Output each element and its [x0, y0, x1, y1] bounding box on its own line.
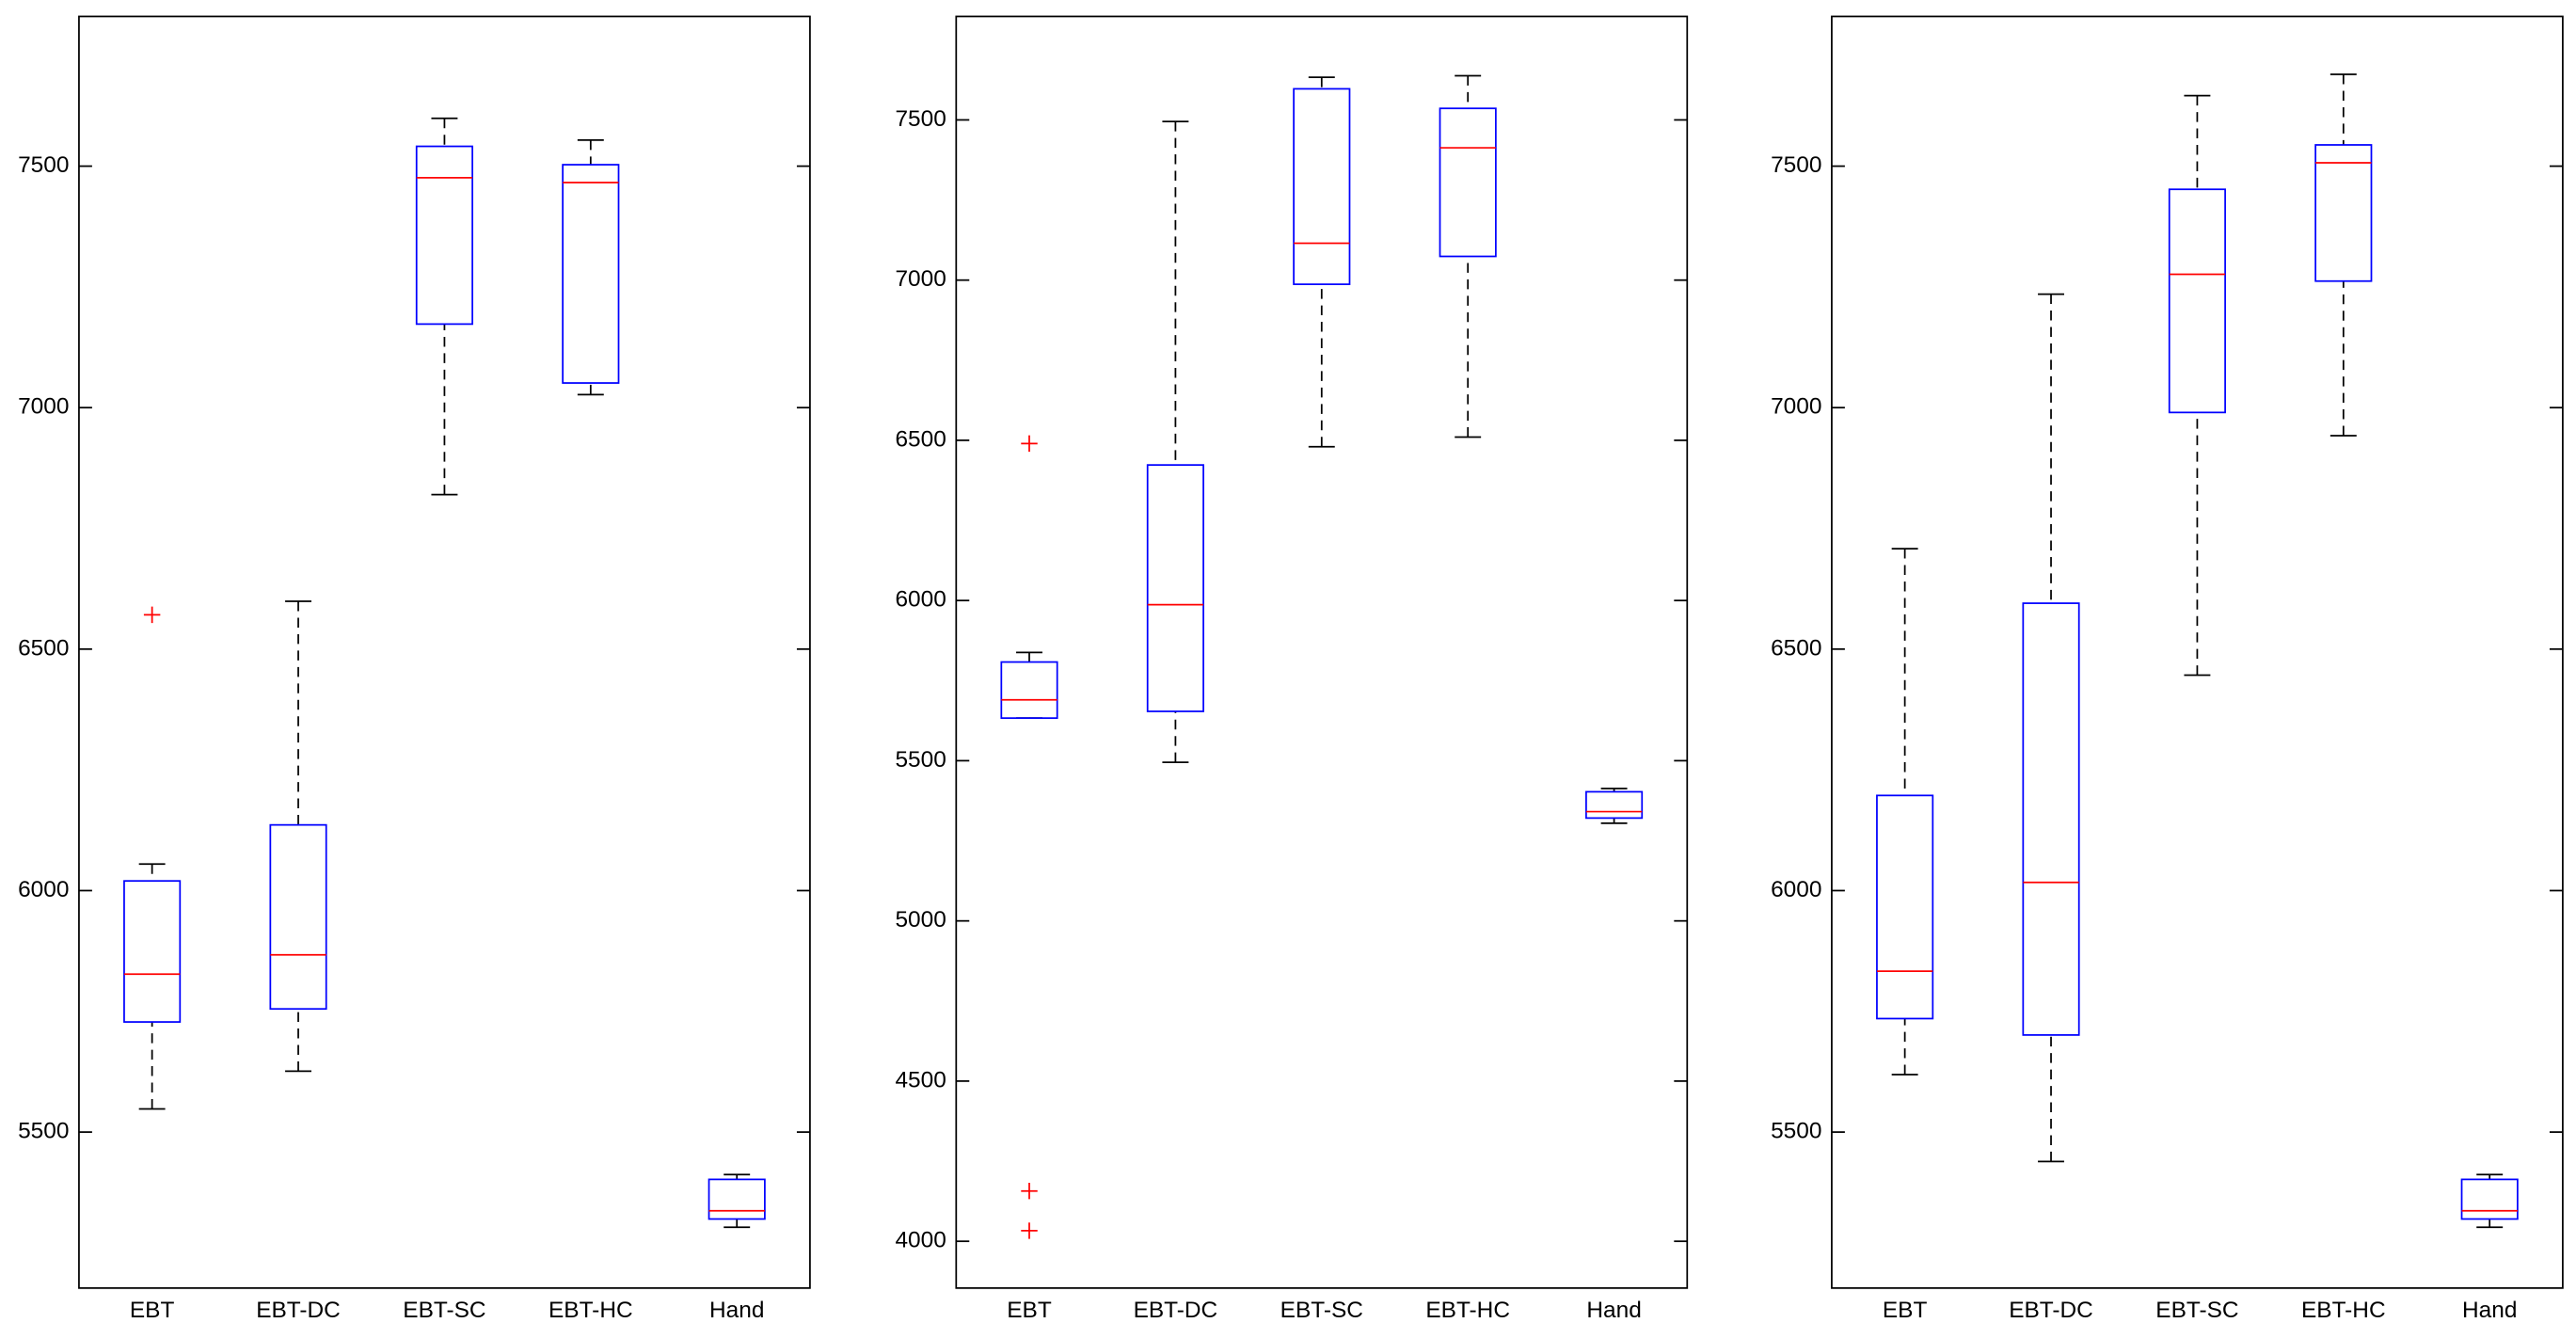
- y-tick-label: 6000: [18, 877, 69, 902]
- x-tick-label: EBT-SC: [2155, 1298, 2238, 1323]
- box: [415, 145, 473, 326]
- plot-frame: [955, 15, 1689, 1289]
- box: [269, 823, 327, 1011]
- x-tick-label: Hand: [1586, 1298, 1641, 1323]
- y-tick-label: 6500: [895, 426, 946, 452]
- y-tick-label: 6000: [895, 587, 946, 613]
- x-tick-label: EBT: [1883, 1298, 1928, 1323]
- x-tick-label: EBT-DC: [1134, 1298, 1218, 1323]
- y-tick-label: 7000: [895, 266, 946, 292]
- x-tick-label: EBT-HC: [1425, 1298, 1510, 1323]
- x-tick-label: EBT: [1007, 1298, 1052, 1323]
- y-tick-label: 6000: [1771, 877, 1821, 902]
- outlier: [1021, 1182, 1038, 1200]
- box: [2168, 188, 2226, 414]
- y-tick-label: 6500: [1771, 635, 1821, 661]
- y-tick-label: 5500: [18, 1119, 69, 1144]
- box: [708, 1178, 766, 1220]
- box: [1293, 88, 1351, 285]
- y-tick-label: 4000: [895, 1228, 946, 1253]
- y-tick-label: 7500: [18, 152, 69, 178]
- box: [2460, 1178, 2519, 1220]
- plot-frame: [78, 15, 811, 1289]
- x-tick-label: Hand: [2462, 1298, 2517, 1323]
- y-tick-label: 7000: [1771, 394, 1821, 420]
- plot-frame: [1831, 15, 2564, 1289]
- y-tick-label: 7000: [18, 394, 69, 420]
- x-tick-label: EBT-DC: [2009, 1298, 2093, 1323]
- x-tick-label: EBT: [130, 1298, 175, 1323]
- x-tick-label: EBT-SC: [403, 1298, 485, 1323]
- box: [562, 164, 620, 384]
- outlier: [143, 606, 161, 624]
- box: [2314, 144, 2373, 282]
- y-tick-label: 4500: [895, 1067, 946, 1092]
- outlier: [1021, 1222, 1038, 1239]
- box: [1146, 464, 1204, 712]
- box: [1876, 794, 1934, 1020]
- box: [1000, 661, 1058, 720]
- y-tick-label: 7500: [895, 106, 946, 132]
- x-tick-label: EBT-HC: [2301, 1298, 2386, 1323]
- y-tick-label: 5000: [895, 907, 946, 933]
- y-tick-label: 7500: [1771, 152, 1821, 178]
- y-tick-label: 6500: [18, 635, 69, 661]
- x-tick-label: EBT-HC: [549, 1298, 633, 1323]
- y-tick-label: 5500: [1771, 1119, 1821, 1144]
- x-tick-label: EBT-DC: [256, 1298, 341, 1323]
- box: [123, 880, 182, 1023]
- box: [1585, 790, 1644, 820]
- y-tick-label: 5500: [895, 747, 946, 773]
- box: [2022, 602, 2080, 1036]
- x-tick-label: EBT-SC: [1280, 1298, 1363, 1323]
- outlier: [1021, 435, 1038, 453]
- box: [1439, 107, 1497, 258]
- x-tick-label: Hand: [709, 1298, 764, 1323]
